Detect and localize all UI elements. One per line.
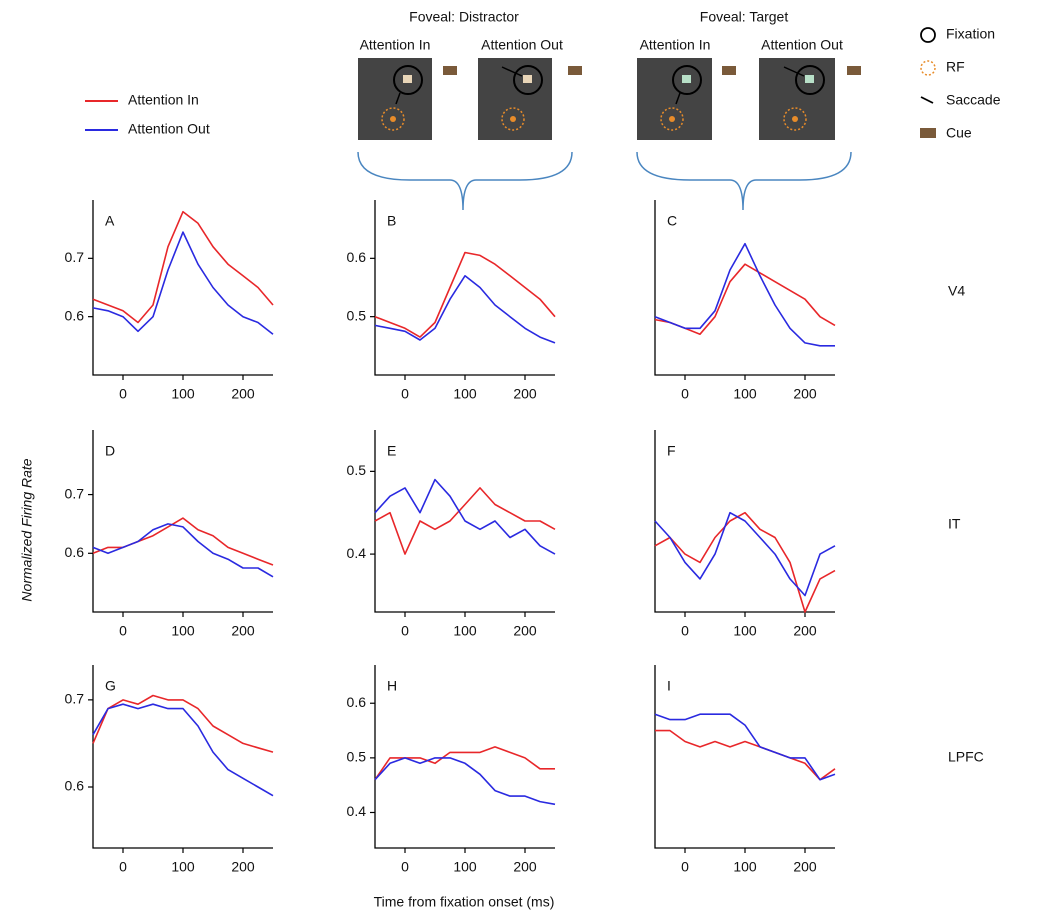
panel-title: Attention In bbox=[640, 37, 711, 53]
series-line bbox=[374, 478, 556, 555]
x-tick-label: 100 bbox=[453, 859, 477, 875]
key-label: Cue bbox=[946, 125, 972, 141]
series-line bbox=[654, 263, 836, 335]
x-tick-label: 100 bbox=[733, 386, 757, 402]
panel-label: E bbox=[387, 443, 396, 459]
series-line bbox=[655, 729, 836, 781]
panel-title: Attention Out bbox=[761, 37, 843, 53]
x-tick-label: 100 bbox=[453, 386, 477, 402]
series-line bbox=[374, 757, 556, 806]
x-tick-label: 100 bbox=[171, 386, 195, 402]
y-tick-label: 0.4 bbox=[347, 545, 367, 561]
key-label: Saccade bbox=[946, 92, 1001, 108]
y-tick-label: 0.4 bbox=[347, 803, 367, 819]
x-tick-label: 0 bbox=[401, 859, 409, 875]
series-line bbox=[92, 517, 274, 566]
series-line bbox=[654, 511, 836, 597]
x-tick-label: 100 bbox=[733, 623, 757, 639]
series-line bbox=[92, 210, 274, 324]
x-tick-label: 200 bbox=[231, 386, 255, 402]
axes bbox=[654, 430, 835, 613]
key-label: Fixation bbox=[946, 26, 995, 42]
schematic-panels bbox=[357, 58, 861, 211]
panel-label: B bbox=[387, 213, 396, 229]
y-tick-label: 0.5 bbox=[347, 462, 367, 478]
x-axis-title: Time from fixation onset (ms) bbox=[374, 894, 555, 910]
row-label: LPFC bbox=[948, 749, 984, 765]
x-tick-label: 100 bbox=[171, 859, 195, 875]
axes bbox=[92, 430, 273, 613]
row-label: IT bbox=[948, 516, 961, 532]
series-line bbox=[374, 275, 556, 344]
y-tick-label: 0.7 bbox=[65, 691, 85, 707]
schematic-key bbox=[920, 27, 936, 138]
y-tick-label: 0.6 bbox=[65, 778, 85, 794]
axes bbox=[654, 200, 835, 376]
axes bbox=[92, 665, 273, 849]
key-label: RF bbox=[946, 59, 965, 75]
series-line bbox=[654, 713, 836, 781]
x-tick-label: 100 bbox=[733, 859, 757, 875]
x-tick-label: 0 bbox=[681, 386, 689, 402]
series-line bbox=[374, 251, 556, 338]
x-tick-label: 0 bbox=[681, 623, 689, 639]
y-tick-label: 0.6 bbox=[347, 249, 367, 265]
panel-label: C bbox=[667, 213, 677, 229]
axes bbox=[654, 665, 835, 849]
axes bbox=[374, 200, 555, 376]
series-line bbox=[92, 694, 274, 753]
x-tick-label: 200 bbox=[793, 386, 817, 402]
y-axis-title: Normalized Firing Rate bbox=[19, 458, 35, 601]
x-tick-label: 200 bbox=[793, 859, 817, 875]
axes bbox=[374, 430, 555, 613]
x-tick-label: 0 bbox=[119, 623, 127, 639]
series-line bbox=[654, 242, 835, 347]
y-tick-label: 0.5 bbox=[347, 307, 367, 323]
series-line bbox=[92, 703, 274, 797]
series-line bbox=[92, 523, 274, 578]
panel-label: H bbox=[387, 678, 397, 694]
y-tick-label: 0.6 bbox=[65, 544, 85, 560]
y-tick-label: 0.6 bbox=[347, 694, 367, 710]
y-tick-label: 0.5 bbox=[347, 749, 367, 765]
x-tick-label: 0 bbox=[119, 859, 127, 875]
row-label: V4 bbox=[948, 283, 965, 299]
group-title: Foveal: Distractor bbox=[409, 9, 519, 25]
x-tick-label: 100 bbox=[171, 623, 195, 639]
legend-label: Attention In bbox=[128, 92, 199, 108]
x-tick-label: 200 bbox=[513, 386, 537, 402]
panel-label: I bbox=[667, 678, 671, 694]
panel-label: A bbox=[105, 213, 115, 229]
x-tick-label: 0 bbox=[401, 623, 409, 639]
group-title: Foveal: Target bbox=[700, 9, 789, 25]
x-tick-label: 100 bbox=[453, 623, 477, 639]
x-tick-label: 0 bbox=[119, 386, 127, 402]
axes bbox=[374, 665, 555, 849]
y-tick-label: 0.6 bbox=[65, 307, 85, 323]
panel-title: Attention Out bbox=[481, 37, 563, 53]
panel-title: Attention In bbox=[360, 37, 431, 53]
axes bbox=[92, 200, 273, 376]
x-tick-label: 200 bbox=[793, 623, 817, 639]
x-tick-label: 200 bbox=[231, 859, 255, 875]
x-tick-label: 200 bbox=[231, 623, 255, 639]
series-line bbox=[374, 487, 556, 555]
x-tick-label: 0 bbox=[681, 859, 689, 875]
y-tick-label: 0.7 bbox=[65, 249, 85, 265]
series-line bbox=[92, 231, 274, 335]
panel-label: D bbox=[105, 443, 115, 459]
legend-label: Attention Out bbox=[128, 121, 210, 137]
x-tick-label: 200 bbox=[513, 623, 537, 639]
series-line bbox=[654, 511, 836, 613]
panel-label: G bbox=[105, 678, 116, 694]
x-tick-label: 0 bbox=[401, 386, 409, 402]
y-tick-label: 0.7 bbox=[65, 485, 85, 501]
x-tick-label: 200 bbox=[513, 859, 537, 875]
panel-label: F bbox=[667, 443, 676, 459]
